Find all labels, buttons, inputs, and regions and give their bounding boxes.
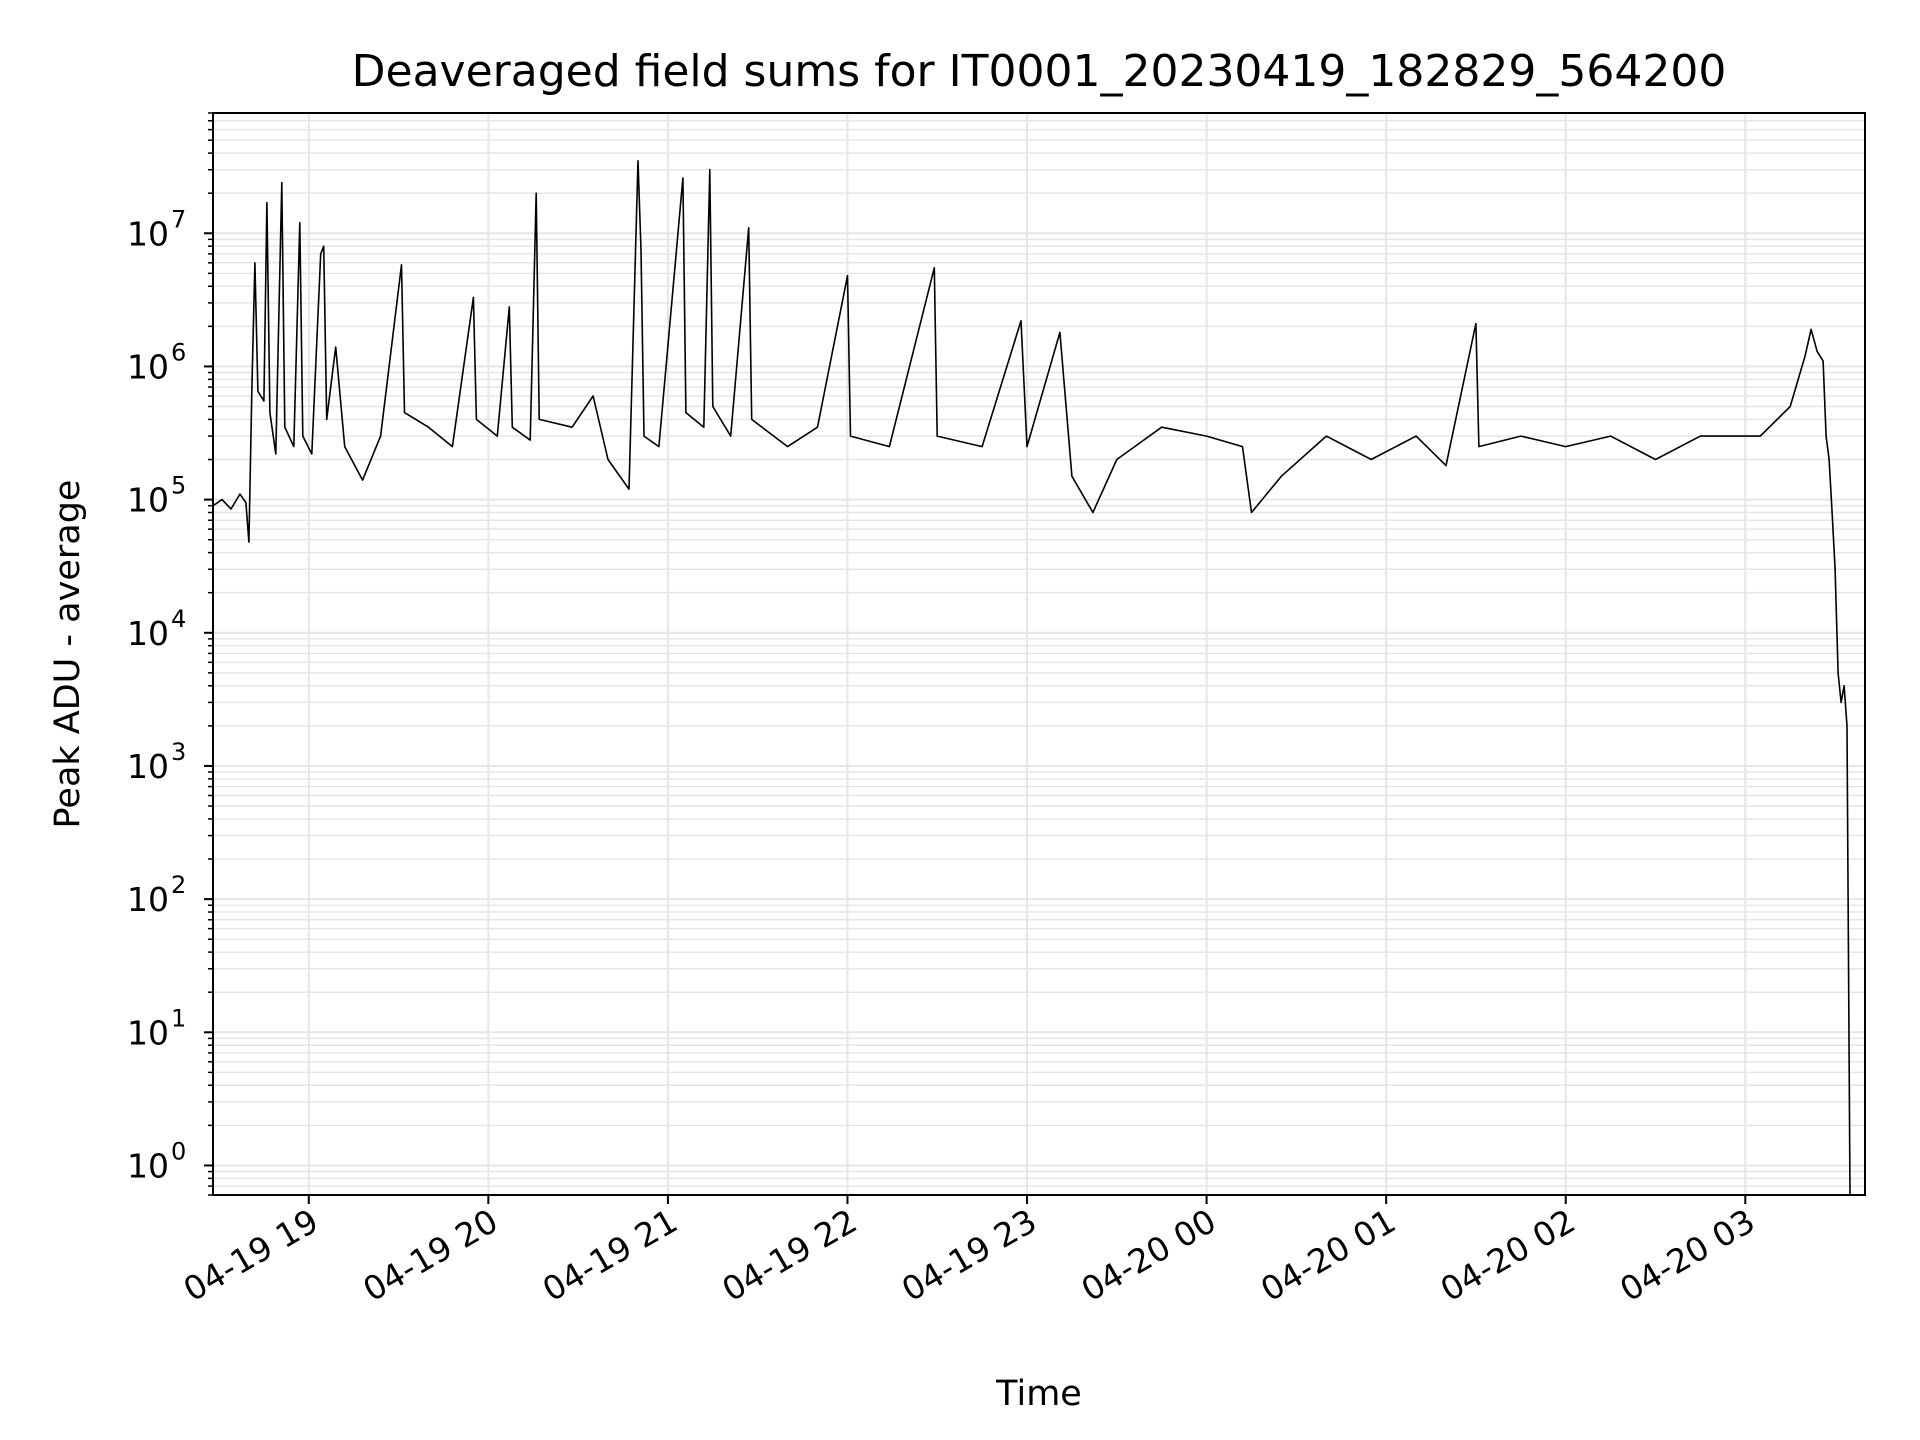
line-layer xyxy=(212,160,1851,1196)
y-tick-exponent: 0 xyxy=(171,1137,186,1165)
y-tick-label: 10 xyxy=(127,347,169,386)
plot-frame xyxy=(212,112,1866,1196)
y-tick-exponent: 7 xyxy=(171,205,186,233)
y-tick-label: 10 xyxy=(127,880,169,919)
y-tick-label: 10 xyxy=(127,481,169,520)
x-axis-title: Time xyxy=(995,1374,1082,1414)
series-line xyxy=(212,160,1851,1196)
grid xyxy=(213,112,1865,1196)
y-tick-exponent: 2 xyxy=(171,871,186,899)
y-tick-exponent: 4 xyxy=(171,605,186,633)
y-tick-label: 10 xyxy=(127,214,169,253)
y-tick-label: 10 xyxy=(127,614,169,653)
y-axis-title: Peak ADU - average xyxy=(48,480,88,829)
y-tick-exponent: 1 xyxy=(171,1004,186,1032)
y-tick-label: 10 xyxy=(127,1146,169,1185)
y-tick-exponent: 6 xyxy=(171,338,186,366)
y-tick-exponent: 3 xyxy=(171,738,186,766)
chart-title: Deaveraged field sums for IT0001_2023041… xyxy=(352,46,1727,97)
y-tick-label: 10 xyxy=(127,1013,169,1052)
y-tick-exponent: 5 xyxy=(171,472,186,500)
y-tick-label: 10 xyxy=(127,747,169,786)
